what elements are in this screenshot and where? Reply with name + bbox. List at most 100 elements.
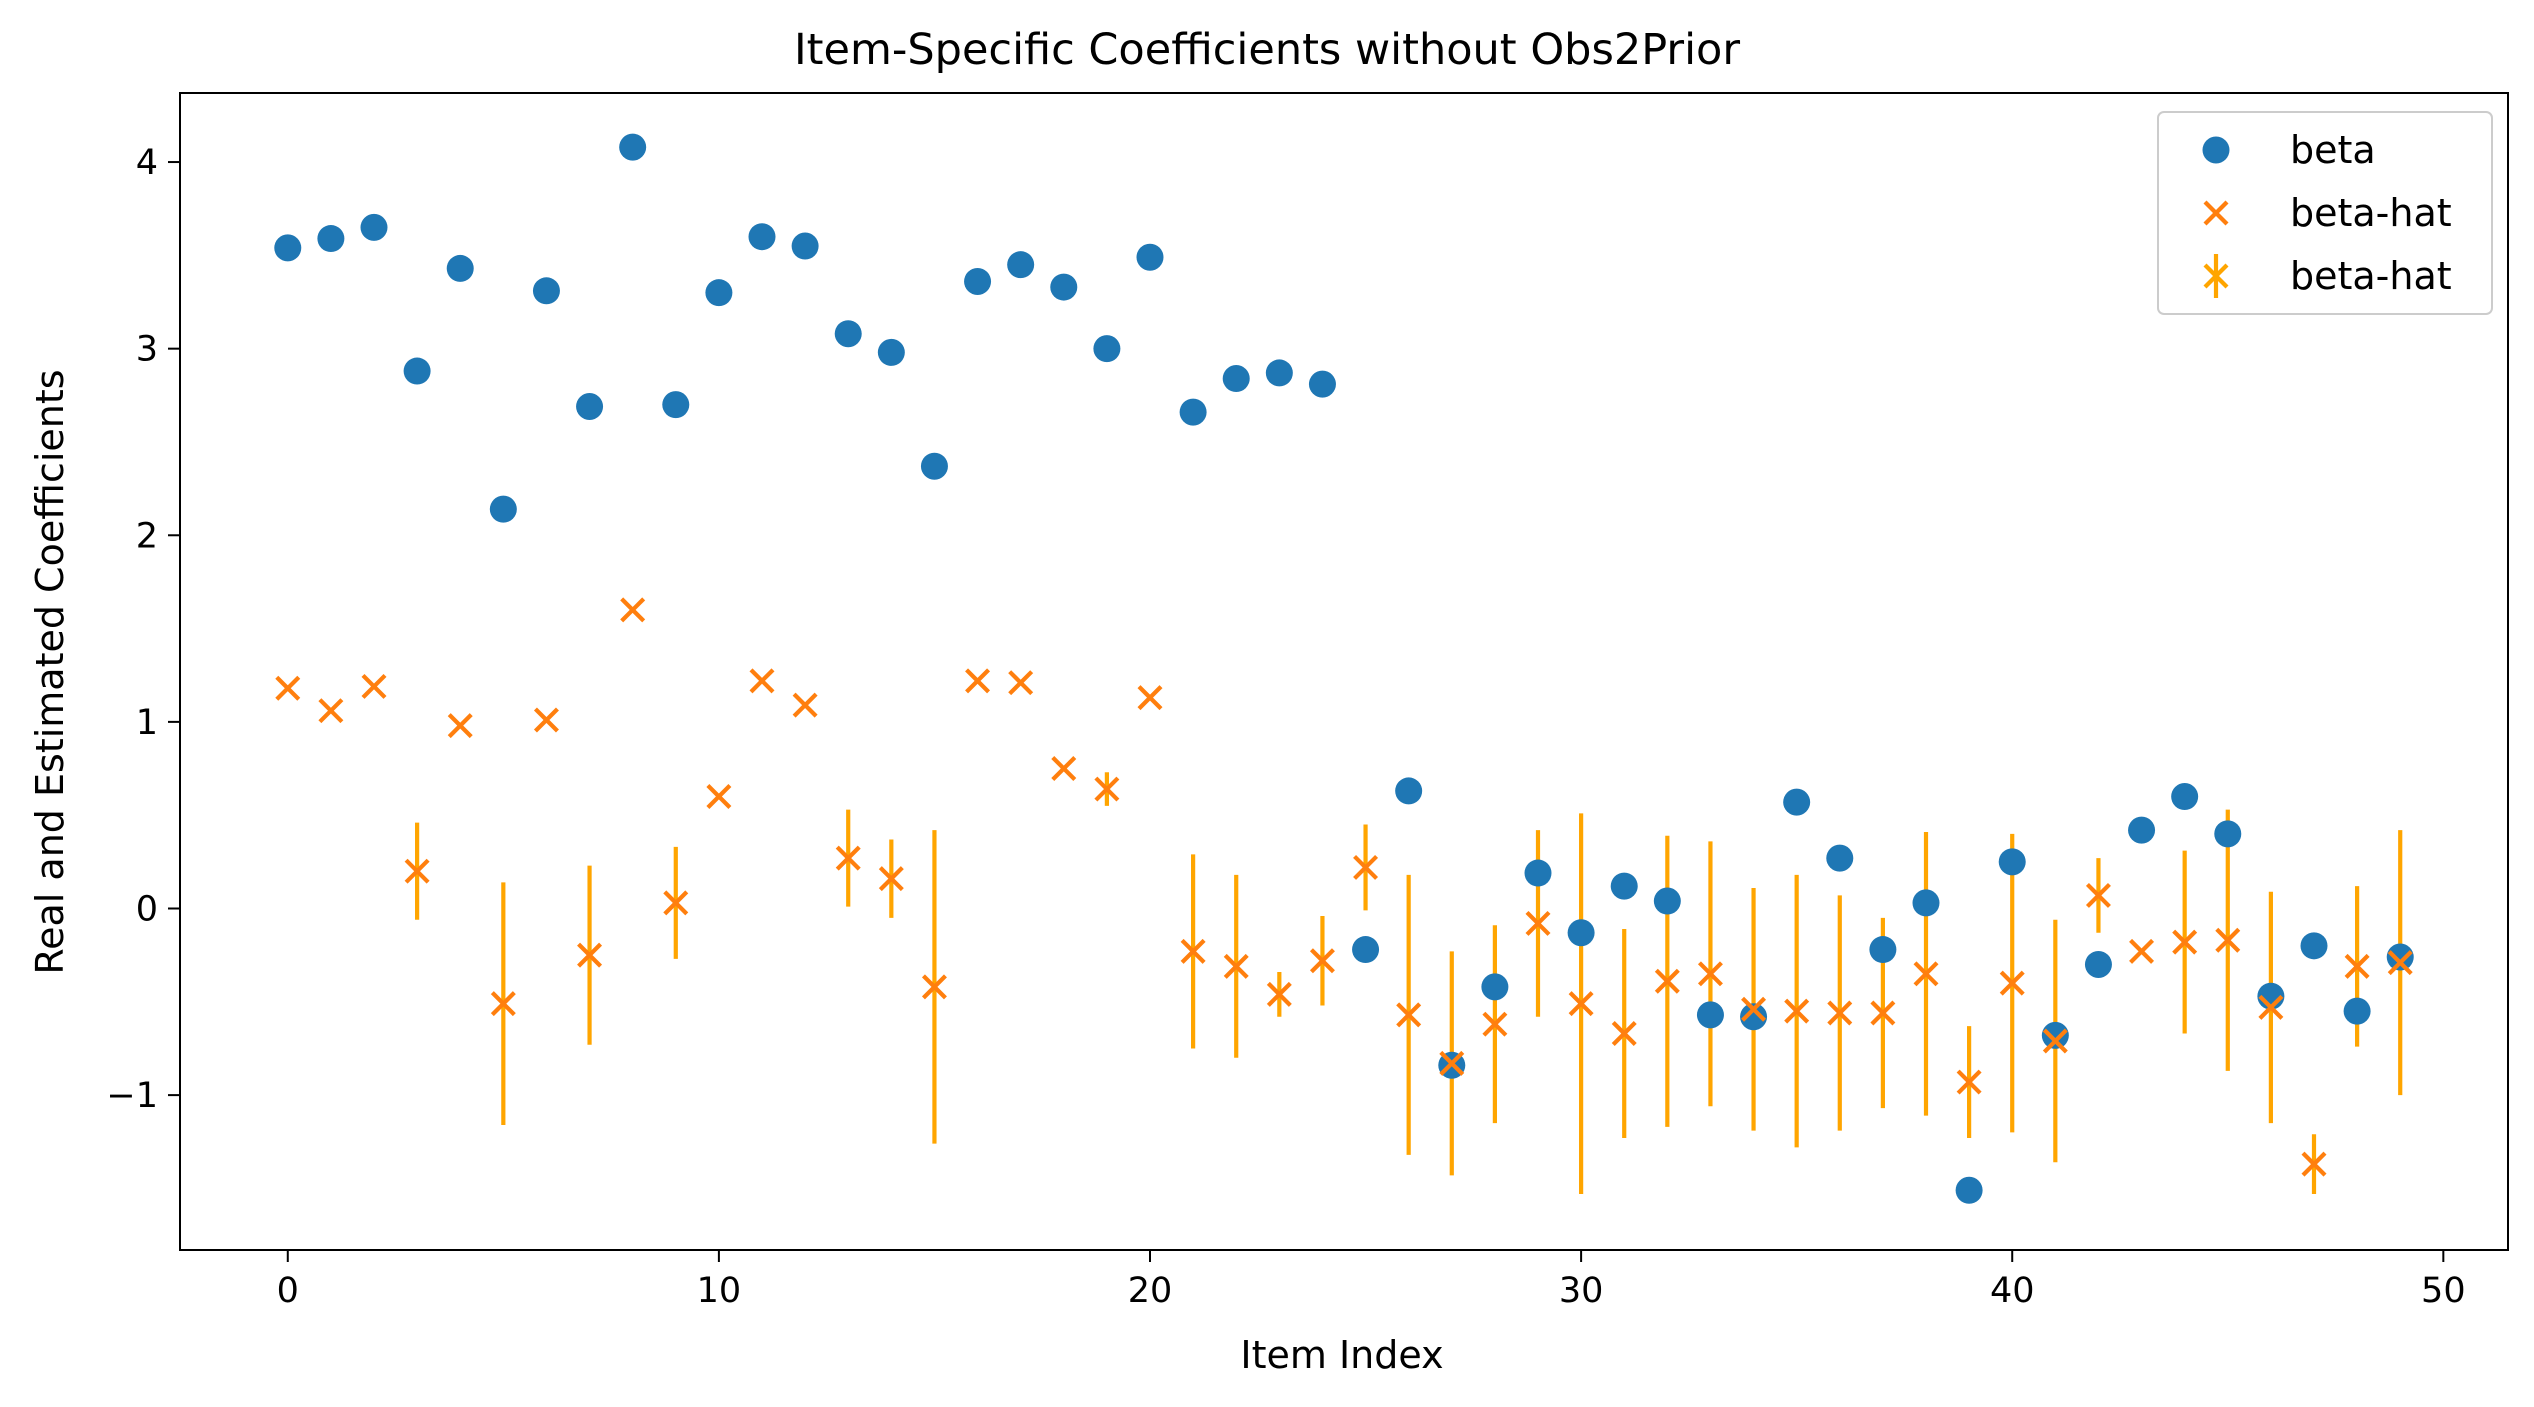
beta-hat-marker [1654,968,1680,994]
beta-hat-marker [1956,1069,1982,1095]
beta-hat-marker [404,858,430,884]
legend-label: beta-hat [2290,254,2452,298]
legend-item: beta-hat [2203,254,2452,298]
beta-hat-marker [1223,953,1249,979]
beta-hat-marker [620,597,646,623]
beta-point [403,357,431,385]
chart-title: Item-Specific Coefficients without Obs2P… [794,25,1740,75]
beta-point [748,223,776,251]
x-tick-label: 40 [1990,1271,2035,1311]
x-tick-label: 20 [1128,1271,1173,1311]
beta-point [317,225,345,253]
beta-hat-marker [835,845,861,871]
beta-point [1869,936,1897,964]
beta-point [1265,359,1293,387]
x-tick-label: 10 [697,1271,742,1311]
beta-point [662,391,690,419]
beta-hat-marker [1999,970,2025,996]
beta-hat-marker [2085,882,2111,908]
beta-point [1093,335,1121,363]
legend-item: beta-hat [2203,191,2452,235]
beta-point [1826,844,1854,872]
beta-point [2386,943,2414,971]
beta-hat-marker [706,784,732,810]
beta-point [1352,936,1380,964]
beta-point [705,279,733,307]
beta-hat-marker [2387,950,2413,976]
beta-hat-marker [965,668,991,694]
beta-point [1955,1176,1983,1204]
beta-hat-marker [1396,1002,1422,1028]
beta-hat-marker [1439,1050,1465,1076]
beta-point [1179,398,1207,426]
x-tick-label: 50 [2421,1271,2466,1311]
beta-hat-marker [1870,1000,1896,1026]
beta-point [1222,365,1250,393]
beta-point [1567,919,1595,947]
x-axis-label: Item Index [1240,1333,1443,1377]
y-tick-label: 3 [136,330,158,370]
beta-hat-marker [1309,948,1335,974]
plot-frame [179,92,2509,1251]
beta-hat-marker [2215,927,2241,953]
beta-point [2214,820,2242,848]
beta-hat-marker [490,991,516,1017]
y-tick-label: 1 [136,703,158,743]
beta-point [274,234,302,262]
y-tick-label: 2 [136,516,158,556]
axes: 0 10 20 30 40 50 −1 0 1 2 3 4 [106,92,2509,1311]
beta-point [360,213,388,241]
beta-point [1524,859,1552,887]
beta-point [1998,848,2026,876]
beta-hat-marker [878,866,904,892]
beta-point [489,495,517,523]
y-tick-label: −1 [106,1076,158,1116]
beta-hat-marker [2129,938,2155,964]
legend-label: beta [2290,128,2376,172]
beta-hat-marker [275,675,301,701]
beta-hat-marker [1180,938,1206,964]
beta-point [1395,777,1423,805]
beta-point [2343,997,2371,1025]
legend: beta beta-hat beta-hat [2157,111,2493,315]
beta-hat-errorbars [415,772,2403,1195]
beta-hat-marker [2301,1151,2327,1177]
x-tick-label: 30 [1559,1271,1604,1311]
beta-point [532,277,560,305]
beta-point [1136,243,1164,271]
beta-point [2084,950,2112,978]
beta-hat-marker [1051,756,1077,782]
beta-hat-marker [533,707,559,733]
beta-hat-marker [1741,996,1767,1022]
beta-hat-marker [1611,1021,1637,1047]
beta-point [1610,872,1638,900]
beta-hat-marker [1913,961,1939,987]
legend-item: beta [2202,128,2376,172]
beta-hat-marker [663,890,689,916]
beta-point [619,133,647,161]
beta-hat-marker [921,974,947,1000]
beta-hat-marker [1353,854,1379,880]
beta-hat-markers [275,597,2413,1177]
beta-point [1050,273,1078,301]
beta-hat-marker [2344,953,2370,979]
beta-hat-marker [1266,981,1292,1007]
beta-point [2171,783,2199,811]
beta-hat-marker [577,942,603,968]
beta-hat-marker [1827,1000,1853,1026]
beta-hat-marker [2172,929,2198,955]
beta-point [1653,887,1681,915]
beta-point [1481,973,1509,1001]
beta-point [1696,1001,1724,1029]
beta-hat-marker [1482,1011,1508,1037]
beta-hat-marker [1568,991,1594,1017]
beta-hat-marker [447,713,473,739]
beta-point [1007,251,1035,279]
beta-point [446,254,474,282]
y-tick-label: 4 [136,143,158,183]
beta-point [964,267,992,295]
beta-hat-marker [749,668,775,694]
legend-box [2157,111,2493,315]
